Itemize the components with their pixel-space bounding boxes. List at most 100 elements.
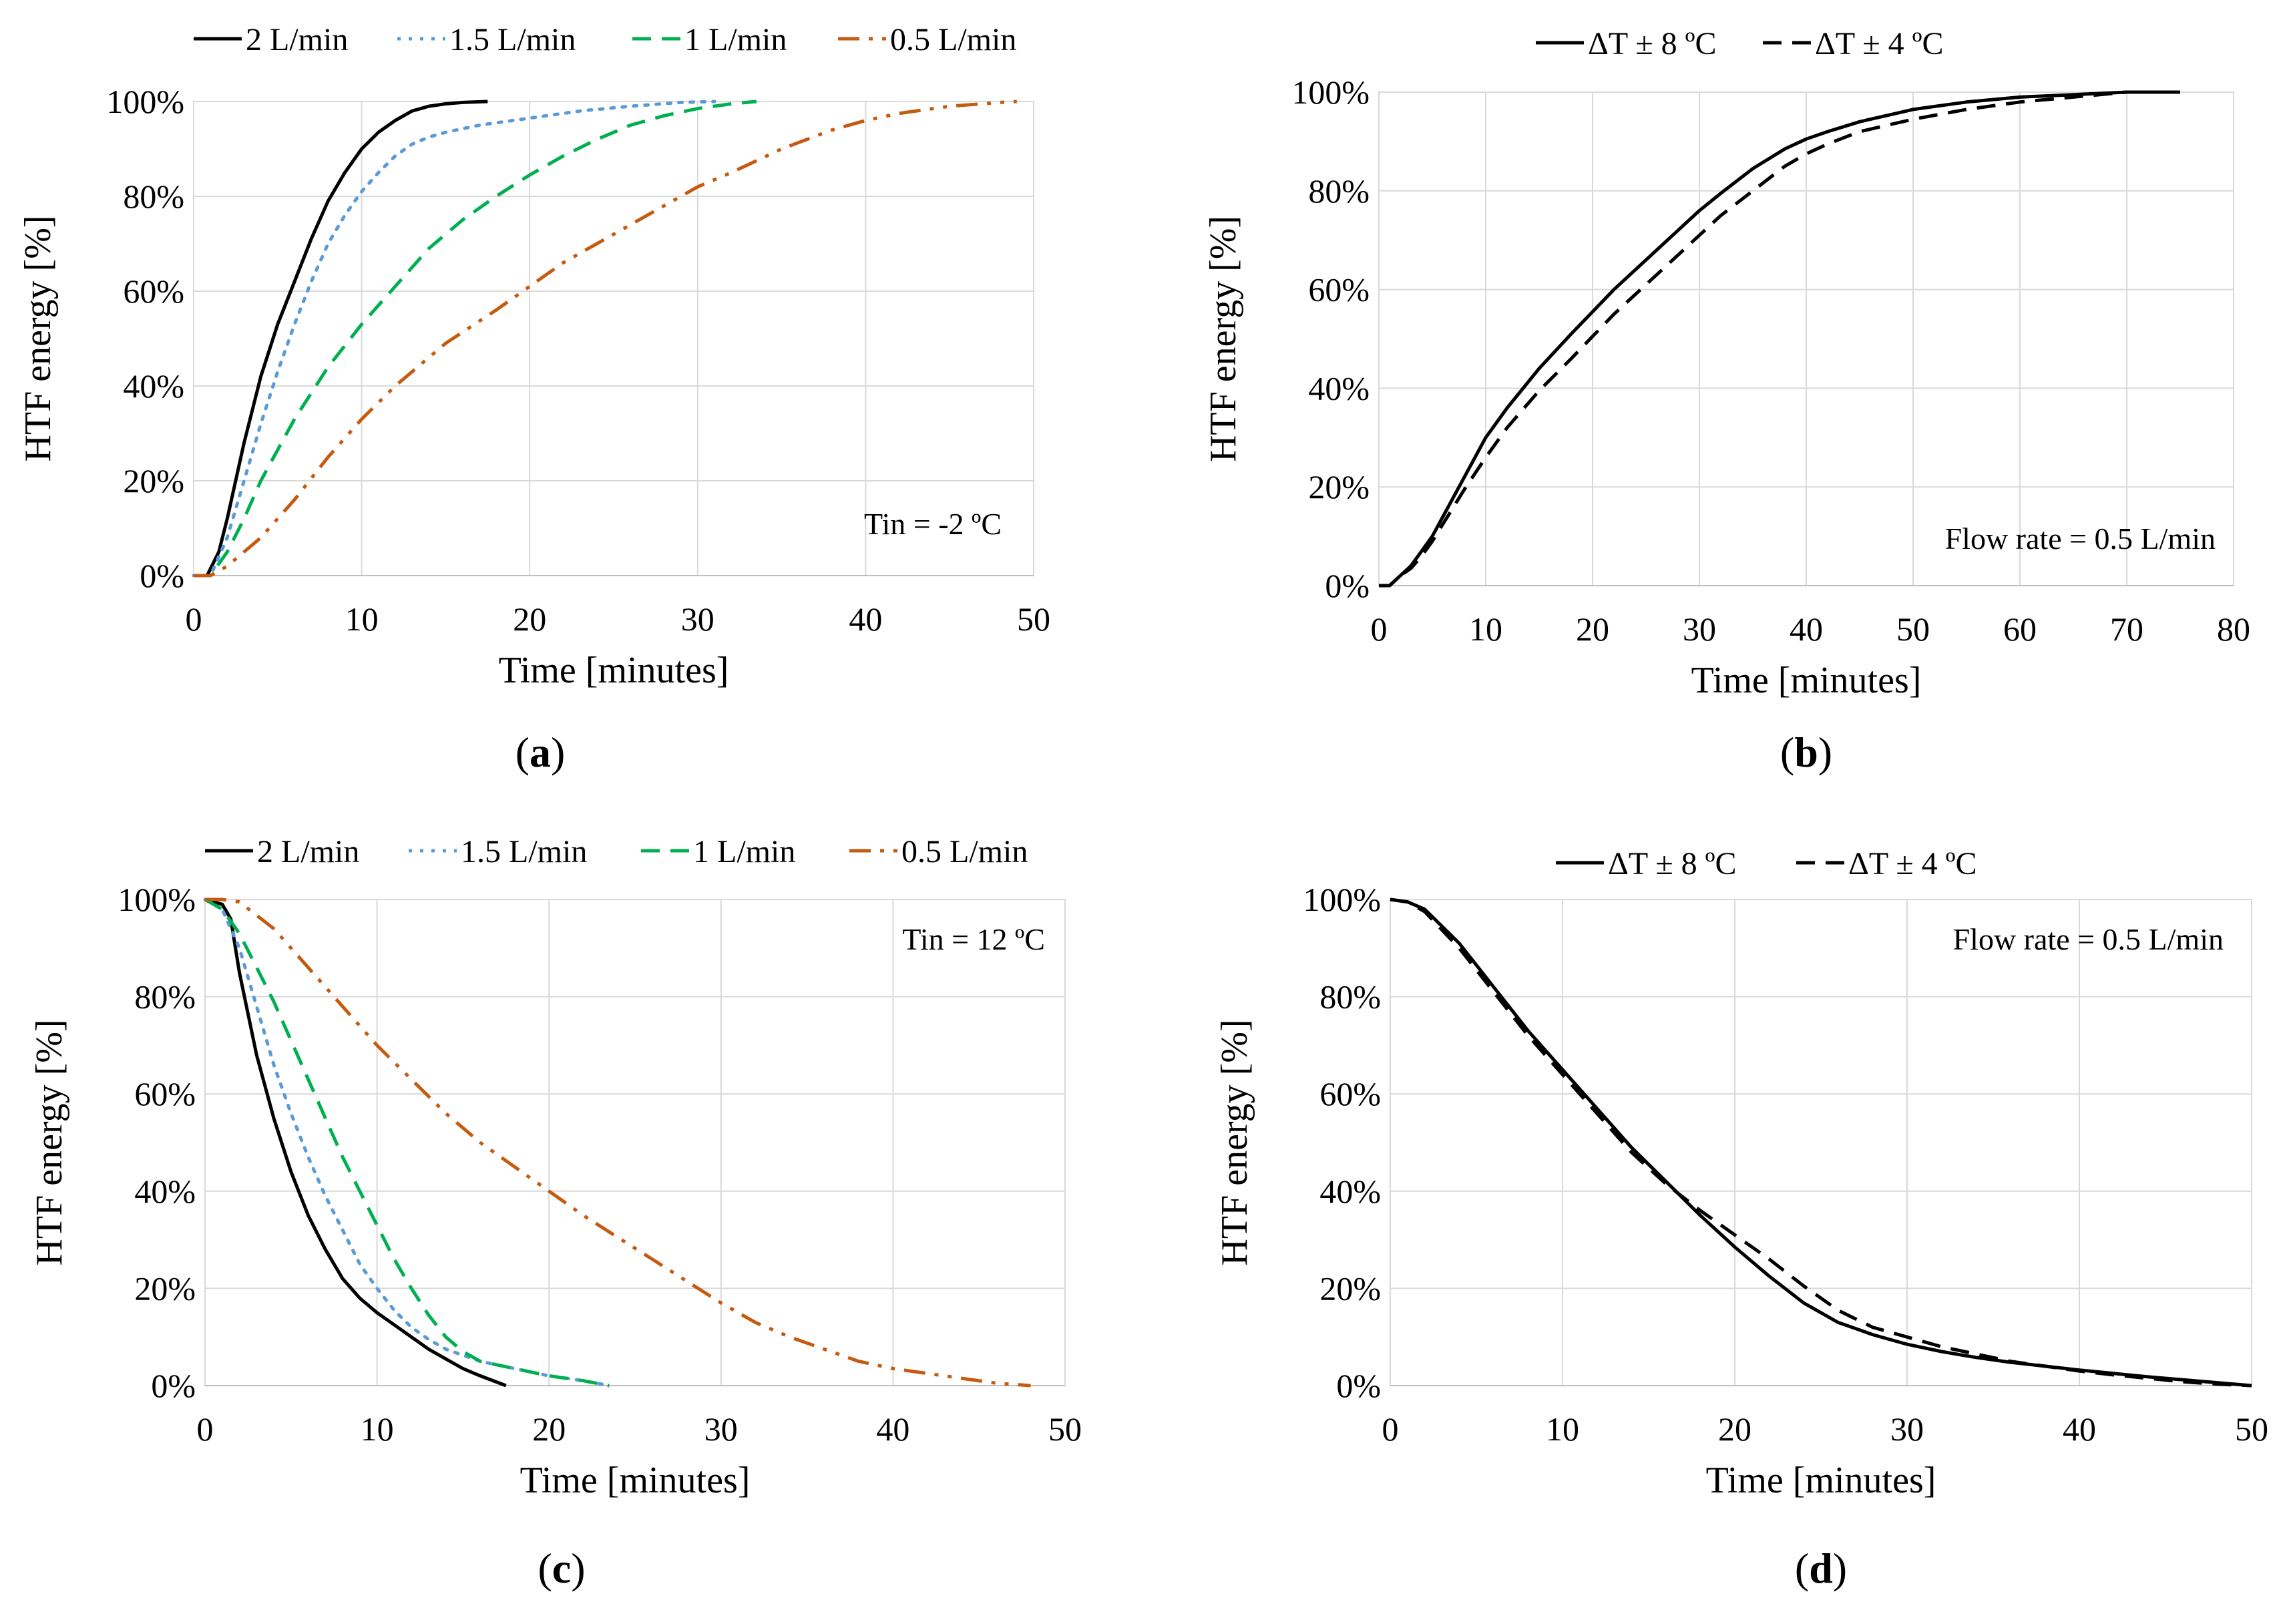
y-axis-title-c: HTF energy [%] [29,1019,70,1265]
legend-label-c-0: 2 L/min [257,834,359,869]
y-tick-label: 20% [1308,468,1370,505]
x-tick-label: 10 [345,600,379,638]
caption-letter-b: b [1794,729,1818,776]
x-tick-label: 50 [1017,600,1050,638]
x-tick-label: 70 [2110,610,2143,648]
series-line-a-1 [192,99,716,578]
series-line-a-3 [194,99,1017,578]
caption-letter-d: d [1809,1545,1833,1592]
y-tick-label: 80% [1308,172,1370,210]
y-tick-label: 60% [1319,1075,1381,1112]
y-tick-label: 40% [134,1173,196,1210]
legend-label-c-1: 1.5 L/min [461,834,587,869]
y-tick-label: 20% [1319,1269,1381,1307]
x-tick-label: 30 [1890,1410,1924,1448]
legend-label-c-2: 1 L/min [693,834,795,869]
series-line-a-0 [194,99,488,578]
legend-label-b-1: ΔT ± 4 ºC [1815,26,1944,61]
y-tick-label: 0% [1336,1367,1381,1404]
y-tick-label: 60% [134,1075,196,1112]
legend-label-d-0: ΔT ± 8 ºC [1608,846,1737,881]
series-line-b-0 [1379,90,2180,588]
x-tick-label: 40 [876,1410,909,1448]
y-axis-title-d: HTF energy [%] [1214,1019,1255,1265]
y-tick-label: 60% [123,272,184,310]
panel-c: 0 10 20 30 40 50 0% 20% 40% 60% 80% 100% 2 L/min 1.5 … [29,834,1082,1592]
x-tick-label: 20 [1718,1410,1751,1448]
annotation-b: Flow rate = 0.5 L/min [1945,522,2216,556]
plot-area-a [193,101,1034,576]
y-tick-label: 40% [1319,1173,1381,1210]
x-tick-label: 60 [2003,610,2037,648]
series-line-d-0 [1390,897,2252,1388]
legend-label-a-0: 2 L/min [246,22,348,57]
x-tick-label: 20 [1576,610,1609,648]
y-tick-label: 60% [1308,271,1370,309]
x-tick-label: 30 [681,600,714,638]
series-line-b-1 [1379,90,2127,588]
x-tick-label: 80 [2217,610,2250,648]
x-tick-label: 50 [2235,1410,2268,1448]
plot-area-c [204,899,1066,1386]
x-tick-label: 30 [1683,610,1716,648]
series-line-c-2 [204,897,610,1388]
x-tick-label: 0 [1382,1410,1399,1448]
series-line-c-3 [205,897,1031,1388]
x-axis-title-d: Time [minutes] [1706,1460,1936,1501]
caption-b: (b) [1780,729,1832,776]
x-tick-label: 0 [197,1410,214,1448]
y-axis-title-b: HTF energy [%] [1203,216,1244,462]
panel-d: 0 10 20 30 40 50 0% 20% 40% 60% 80% 100% ΔT ± 8 ºC ΔT… [1214,846,2268,1592]
y-tick-label: 100% [118,881,196,918]
y-tick-label: 0% [151,1367,196,1404]
x-tick-label: 30 [704,1410,738,1448]
panel-b: 0 10 20 30 40 50 60 70 80 0% 20% 40% 60% 80% 100% ΔT ± … [1203,26,2250,776]
y-tick-label: 100% [1303,881,1381,918]
x-tick-label: 20 [513,600,546,638]
caption-letter-c: c [552,1545,571,1592]
panel-a: 0 10 20 30 40 50 0% 20% 40% 60% 80% 100% 2 L/min 1.5 … [17,22,1050,776]
legend-label-a-3: 0.5 L/min [890,22,1016,57]
caption-a: (a) [515,729,566,776]
caption-letter-a: a [530,729,551,776]
y-tick-label: 20% [134,1269,196,1307]
y-tick-label: 40% [123,367,184,405]
x-tick-label: 40 [2063,1410,2096,1448]
legend-label-b-0: ΔT ± 8 ºC [1588,26,1717,61]
series-line-d-1 [1390,897,2252,1388]
y-tick-label: 100% [106,83,184,120]
caption-c: (c) [538,1545,585,1592]
legend-label-a-2: 1 L/min [684,22,787,57]
y-tick-label: 80% [123,178,184,215]
x-tick-label: 10 [1546,1410,1579,1448]
x-tick-label: 50 [1896,610,1930,648]
x-axis-title-b: Time [minutes] [1691,660,1922,701]
series-line-c-0 [204,897,507,1388]
y-tick-label: 0% [1325,567,1370,604]
x-tick-label: 40 [1790,610,1823,648]
x-tick-label: 40 [849,600,882,638]
y-axis-title-a: HTF energy [%] [17,215,59,461]
x-tick-label: 10 [1469,610,1502,648]
y-tick-label: 80% [134,978,196,1016]
x-axis-title-a: Time [minutes] [499,650,729,691]
series-line-a-2 [194,99,757,578]
x-tick-label: 20 [532,1410,566,1448]
annotation-d: Flow rate = 0.5 L/min [1953,922,2224,956]
legend-label-d-1: ΔT ± 4 ºC [1848,846,1977,881]
x-tick-label: 0 [186,600,202,638]
x-tick-label: 0 [1371,610,1388,648]
legend-label-a-1: 1.5 L/min [449,22,576,57]
caption-d: (d) [1795,1545,1847,1592]
x-tick-label: 10 [361,1410,394,1448]
y-tick-label: 100% [1291,73,1370,111]
legend-label-c-3: 0.5 L/min [901,834,1028,869]
y-tick-label: 80% [1319,978,1381,1016]
annotation-a: Tin = -2 ºC [864,507,1002,541]
y-tick-label: 20% [123,462,184,499]
annotation-c: Tin = 12 ºC [902,922,1045,956]
y-tick-label: 40% [1308,369,1370,407]
x-tick-label: 50 [1048,1410,1082,1448]
y-tick-label: 0% [140,557,184,594]
